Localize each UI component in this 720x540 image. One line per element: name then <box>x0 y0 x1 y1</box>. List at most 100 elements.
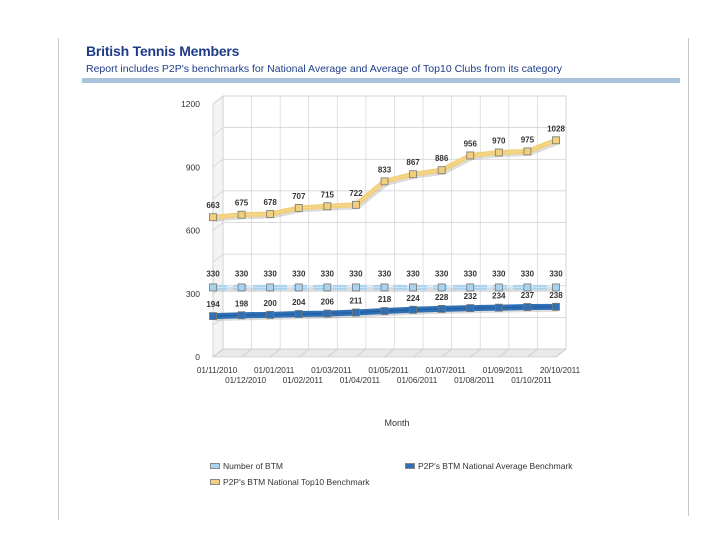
data-point-marker[interactable] <box>494 283 503 292</box>
data-label: 200 <box>263 299 277 308</box>
data-point-marker[interactable] <box>323 309 332 318</box>
data-point-marker[interactable] <box>294 204 303 212</box>
gridline-floor <box>412 348 424 358</box>
data-point-marker[interactable] <box>380 177 389 186</box>
gridline-floor <box>498 348 510 358</box>
data-label: 218 <box>378 295 392 304</box>
data-label: 707 <box>292 192 306 201</box>
data-label: 330 <box>263 269 277 278</box>
data-point-marker[interactable] <box>209 283 217 292</box>
data-label: 330 <box>406 269 420 278</box>
x-tick-label: 01/01/2011 <box>254 366 295 375</box>
data-label: 206 <box>321 298 335 307</box>
data-point-marker[interactable] <box>237 283 246 292</box>
data-label: 975 <box>521 135 535 144</box>
data-point-marker[interactable] <box>437 305 446 313</box>
data-point-marker[interactable] <box>466 283 475 292</box>
data-point-marker[interactable] <box>294 283 303 292</box>
data-label: 211 <box>349 297 362 306</box>
data-point-marker[interactable] <box>552 136 560 145</box>
gridline-floor <box>384 348 395 358</box>
legend-label-btm: Number of BTM <box>223 461 283 471</box>
data-label: 198 <box>235 299 249 308</box>
data-point-marker[interactable] <box>352 200 360 209</box>
data-point-marker[interactable] <box>294 310 303 318</box>
data-label: 232 <box>464 292 478 301</box>
gridline-floor <box>241 348 252 358</box>
x-tick-label: 01/07/2011 <box>425 366 466 375</box>
data-point-marker[interactable] <box>409 170 417 179</box>
page-frame-right <box>688 38 689 516</box>
data-point-marker[interactable] <box>380 283 389 292</box>
data-label: 224 <box>406 294 420 303</box>
data-point-marker[interactable] <box>266 210 275 218</box>
data-point-marker[interactable] <box>494 303 503 312</box>
data-point-marker[interactable] <box>352 308 360 317</box>
x-tick-label: 01/09/2011 <box>483 366 524 375</box>
gridline-floor <box>555 348 567 358</box>
gridline-floor <box>470 348 481 358</box>
data-point-marker[interactable] <box>523 303 532 311</box>
gridline-floor <box>527 348 538 358</box>
legend-swatch-btm <box>210 463 220 469</box>
data-point-marker[interactable] <box>409 283 417 292</box>
y-tick-label: 300 <box>186 289 200 299</box>
data-label: 330 <box>435 269 449 278</box>
data-point-marker[interactable] <box>552 302 560 311</box>
legend-swatch-average <box>405 463 415 469</box>
data-point-marker[interactable] <box>552 283 560 292</box>
data-point-marker[interactable] <box>323 283 332 292</box>
data-point-marker[interactable] <box>352 283 360 292</box>
data-label: 194 <box>206 300 220 309</box>
data-point-marker[interactable] <box>437 166 446 175</box>
data-point-marker[interactable] <box>237 311 246 320</box>
data-label: 330 <box>321 269 335 278</box>
data-label: 956 <box>464 139 478 148</box>
report-subtitle: Report includes P2P's benchmarks for Nat… <box>86 63 562 75</box>
data-label: 330 <box>521 269 535 278</box>
data-label: 330 <box>464 269 478 278</box>
data-point-marker[interactable] <box>209 213 217 222</box>
y-tick-label: 900 <box>186 162 200 172</box>
data-point-marker[interactable] <box>523 147 532 156</box>
chart-data-labels: 330 330 330 330 330 330 330 330 330 330 330 330 330 1… <box>206 124 565 309</box>
data-point-marker[interactable] <box>380 307 389 315</box>
data-label: 663 <box>206 201 220 210</box>
data-point-marker[interactable] <box>266 310 275 319</box>
data-label: 715 <box>321 190 335 199</box>
gridline-floor <box>212 348 224 358</box>
x-tick-label: 01/05/2011 <box>368 366 409 375</box>
data-point-marker[interactable] <box>209 312 217 320</box>
data-point-marker[interactable] <box>437 283 446 292</box>
report-title: British Tennis Members <box>86 43 240 59</box>
y-tick-label: 600 <box>186 226 200 236</box>
data-label: 330 <box>549 269 563 278</box>
x-tick-label: 20/10/2011 <box>540 366 581 375</box>
data-point-marker[interactable] <box>494 148 503 157</box>
data-label: 722 <box>349 189 363 198</box>
legend-item-top10[interactable]: P2P's BTM National Top10 Benchmark <box>210 477 370 487</box>
y-tick-label: 1200 <box>181 99 200 109</box>
data-point-marker[interactable] <box>323 202 332 211</box>
data-point-marker[interactable] <box>266 283 275 292</box>
data-label: 886 <box>435 154 449 163</box>
x-tick-label: 01/10/2011 <box>511 376 552 385</box>
x-tick-label: 01/02/2011 <box>283 376 324 385</box>
data-point-marker[interactable] <box>523 283 532 292</box>
gridline-floor <box>355 348 367 358</box>
data-label: 330 <box>235 269 249 278</box>
legend-item-average[interactable]: P2P's BTM National Average Benchmark <box>405 461 573 471</box>
data-label: 238 <box>549 291 563 300</box>
data-label: 228 <box>435 293 449 302</box>
chart-series <box>209 136 560 322</box>
data-point-marker[interactable] <box>466 151 475 160</box>
legend-item-btm[interactable]: Number of BTM <box>210 461 283 471</box>
legend-label-average: P2P's BTM National Average Benchmark <box>418 461 573 471</box>
data-point-marker[interactable] <box>409 305 417 314</box>
gridline-floor <box>327 348 338 358</box>
data-label: 970 <box>492 136 506 145</box>
data-point-marker[interactable] <box>237 210 246 219</box>
gridline-floor <box>269 348 281 358</box>
data-point-marker[interactable] <box>466 304 475 312</box>
